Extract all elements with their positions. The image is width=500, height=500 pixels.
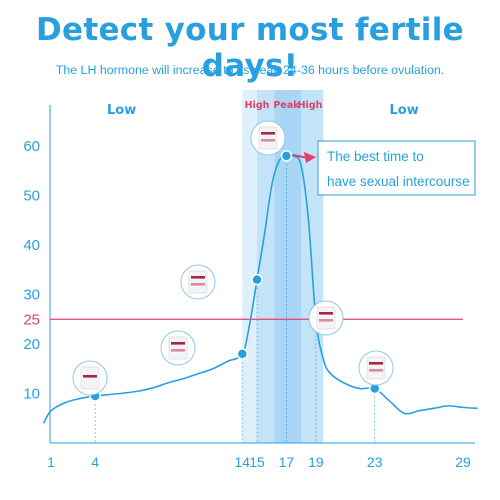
data-point-marker (251, 273, 263, 286)
test-strip-icon (308, 300, 344, 336)
test-strip-control-line (191, 276, 205, 279)
test-strip-window (316, 306, 336, 330)
page-subtitle: The LH hormone will increase to its peak… (55, 63, 445, 77)
test-strip-window (168, 336, 188, 360)
x-tick-label: 14 (234, 454, 250, 470)
page-title: Detect your most fertile days! (35, 12, 464, 84)
phase-label-high: High (298, 100, 323, 111)
test-strip-test-line (261, 139, 275, 142)
test-strip-control-line (261, 132, 275, 135)
test-strip-window (80, 366, 100, 390)
data-point-marker (236, 348, 249, 360)
y-tick-label: 60 (23, 138, 40, 155)
test-strip-icon (250, 120, 286, 156)
annotation-text: have sexual intercourse (327, 174, 470, 189)
annotation-text: The best time to (327, 149, 424, 164)
lh-level-curve (42, 154, 478, 424)
test-strip-test-line (171, 349, 185, 352)
test-strip-test-line (369, 369, 383, 372)
test-strip-window (258, 126, 278, 150)
y-tick-label: 25 (23, 311, 40, 328)
y-tick-label: 50 (23, 188, 40, 205)
x-tick-label: 4 (91, 454, 99, 470)
phase-label-low: Low (390, 103, 419, 118)
x-tick-label: 29 (455, 454, 471, 470)
annotation-box (317, 140, 476, 196)
test-strip-icon (180, 264, 216, 300)
test-strip-control-line (171, 342, 185, 345)
y-tick-label: 30 (23, 287, 40, 304)
x-tick-label: 23 (367, 454, 383, 470)
x-tick-label: 15 (249, 454, 265, 470)
test-strip-icon (358, 350, 394, 386)
test-strip-icon (72, 360, 108, 396)
x-tick-label: 17 (279, 454, 295, 470)
test-strip-window (188, 270, 208, 294)
data-point-marker (280, 150, 293, 162)
phase-label-low: Low (107, 103, 136, 118)
x-tick-label: 1 (47, 454, 55, 470)
test-strip-control-line (369, 362, 383, 365)
test-strip-test-line (319, 319, 333, 322)
test-strip-window (366, 356, 386, 380)
annotation-arrow-head (304, 152, 316, 163)
x-tick-label: 19 (308, 454, 324, 470)
phase-label-high: High (245, 100, 270, 111)
test-strip-control-line (83, 375, 97, 378)
y-tick-label: 20 (23, 336, 40, 353)
test-strip-test-line (191, 283, 205, 286)
y-tick-label: 10 (23, 386, 40, 403)
phase-label-high: Peak (273, 100, 300, 111)
y-tick-label: 40 (23, 237, 40, 254)
test-strip-control-line (319, 312, 333, 315)
test-strip-icon (160, 330, 196, 366)
